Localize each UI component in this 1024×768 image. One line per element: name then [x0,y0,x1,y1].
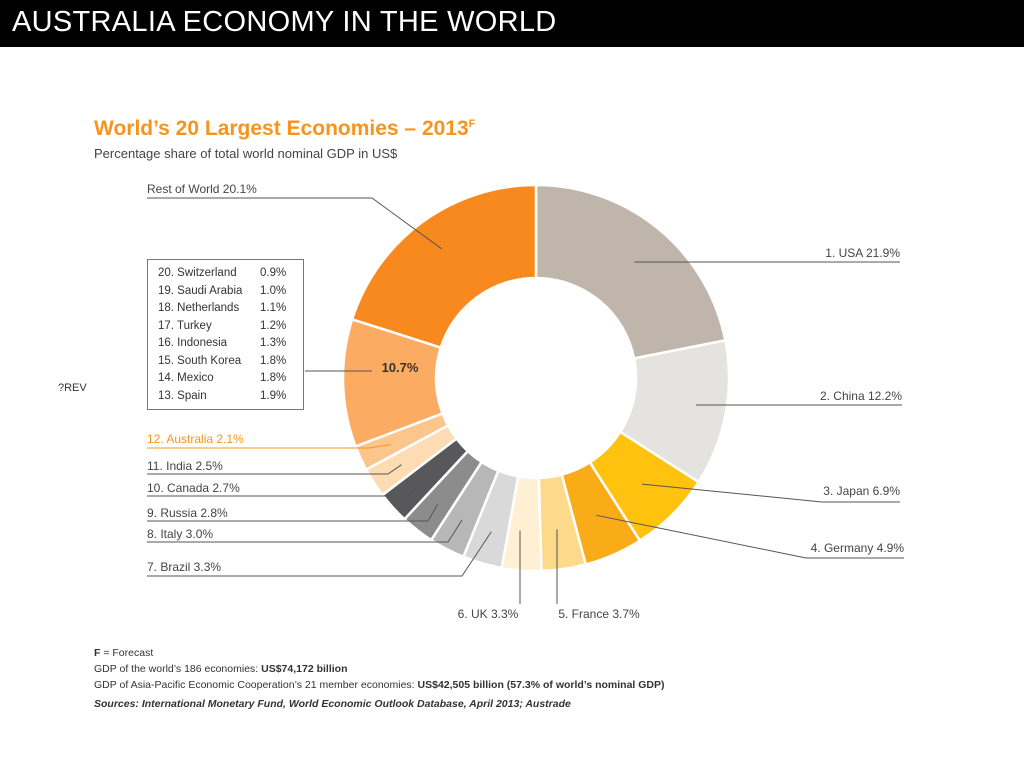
footnote-apec: GDP of Asia-Pacific Economic Cooperation… [94,677,665,693]
footnote-world-gdp-value: US$74,172 billion [261,663,348,675]
small-economy-row: 19. Saudi Arabia 1.0% [158,285,303,303]
small-economy-value: 1.1% [260,302,287,314]
leader-line-7 [147,531,492,577]
small-economy-row: 16. Indonesia 1.3% [158,337,303,355]
small-economy-value: 1.8% [260,354,287,367]
small-economy-value: 1.3% [260,337,287,349]
slice-label-14: Rest of World 20.1% [147,182,257,196]
small-economy-row: 17. Turkey 1.2% [158,320,303,338]
small-economy-name: 17. Turkey [158,319,212,332]
leader-line-4 [596,514,904,559]
footnote-forecast-text: = Forecast [100,647,154,659]
prev-label: ?REV [58,382,87,394]
header-bar: AUSTRALIA ECONOMY IN THE WORLD [0,0,1024,47]
slice-label-12: 12. Australia 2.1% [147,432,244,446]
slide-title: AUSTRALIA ECONOMY IN THE WORLD [12,6,557,38]
slice-label-5: 5. France 3.7% [558,607,640,621]
footnote-apec-prefix: GDP of Asia-Pacific Economic Cooperation… [94,679,418,691]
small-economy-name: 20. Switzerland [158,267,237,279]
slice-label-1: 1. USA 21.9% [825,246,900,260]
leader-line-14 [147,197,442,250]
slice-label-9: 9. Russia 2.8% [147,506,228,520]
footnote-world-gdp-prefix: GDP of the world’s 186 economies: [94,663,262,675]
small-economy-row: 15. South Korea 1.8% [158,355,303,373]
small-economy-value: 0.9% [260,267,287,279]
slice-1 [534,183,727,360]
small-economy-row: 14. Mexico 1.8% [158,372,303,390]
footnote-forecast-key: F [94,647,101,659]
slice-label-10: 10. Canada 2.7% [147,481,240,495]
chart-title: World’s 20 Largest Economies – 2013F [94,117,475,141]
small-economy-name: 14. Mexico [158,372,214,384]
small-economy-value: 1.9% [260,389,287,402]
small-economy-name: 16. Indonesia [158,337,228,349]
slice-label-8: 8. Italy 3.0% [147,527,213,541]
small-economy-row: 18. Netherlands 1.1% [158,302,303,320]
slice-label-13: 10.7% [382,360,419,375]
leader-line-3 [641,483,900,503]
labels-layer: 1. USA 21.9% 2. China 12.2% 3. Japan 6.9% 4… [147,182,904,621]
footnote-sources: Sources: International Monetary Fund, Wo… [94,698,571,710]
small-economy-row: 13. Spain 1.9% [158,390,303,408]
small-economy-value: 1.0% [260,284,287,297]
slices-layer [341,183,731,573]
slice-label-4: 4. Germany 4.9% [811,541,905,555]
small-economy-name: 13. Spain [158,389,207,402]
leader-line-9 [147,503,439,522]
chart-title-superscript: F [468,118,476,130]
leaders-layer [147,197,904,604]
slice-label-3: 3. Japan 6.9% [823,484,900,498]
small-economy-value: 1.2% [260,319,287,332]
leader-line-11 [147,464,402,475]
slice-label-11: 11. India 2.5% [147,459,223,473]
slice-label-2: 2. China 12.2% [820,389,902,403]
slice-label-7: 7. Brazil 3.3% [147,560,221,574]
slice-label-6: 6. UK 3.3% [458,607,519,621]
footnote-forecast: F = Forecast [94,645,665,661]
chart-subtitle: Percentage share of total world nominal … [94,146,398,161]
small-economy-row: 20. Switzerland 0.9% [158,267,303,285]
leader-line-8 [147,519,463,543]
small-economy-name: 18. Netherlands [158,302,240,314]
chart-title-text: World’s 20 Largest Economies – 2013 [94,117,469,140]
small-economy-name: 15. South Korea [158,354,242,367]
leader-line-12 [147,443,391,449]
leader-line-10 [147,485,418,497]
small-economy-value: 1.8% [260,372,287,384]
footnote-apec-value: US$42,505 billion (57.3% of world’s nomi… [417,679,665,691]
slice-14 [350,183,538,350]
small-economies-box: 20. Switzerland 0.9% 19. Saudi Arabia 1.0% 1… [147,259,304,410]
small-economy-name: 19. Saudi Arabia [158,284,243,297]
footnotes: F = Forecast GDP of the world’s 186 econ… [94,645,665,712]
footnote-world-gdp: GDP of the world’s 186 economies: US$74,… [94,661,665,677]
